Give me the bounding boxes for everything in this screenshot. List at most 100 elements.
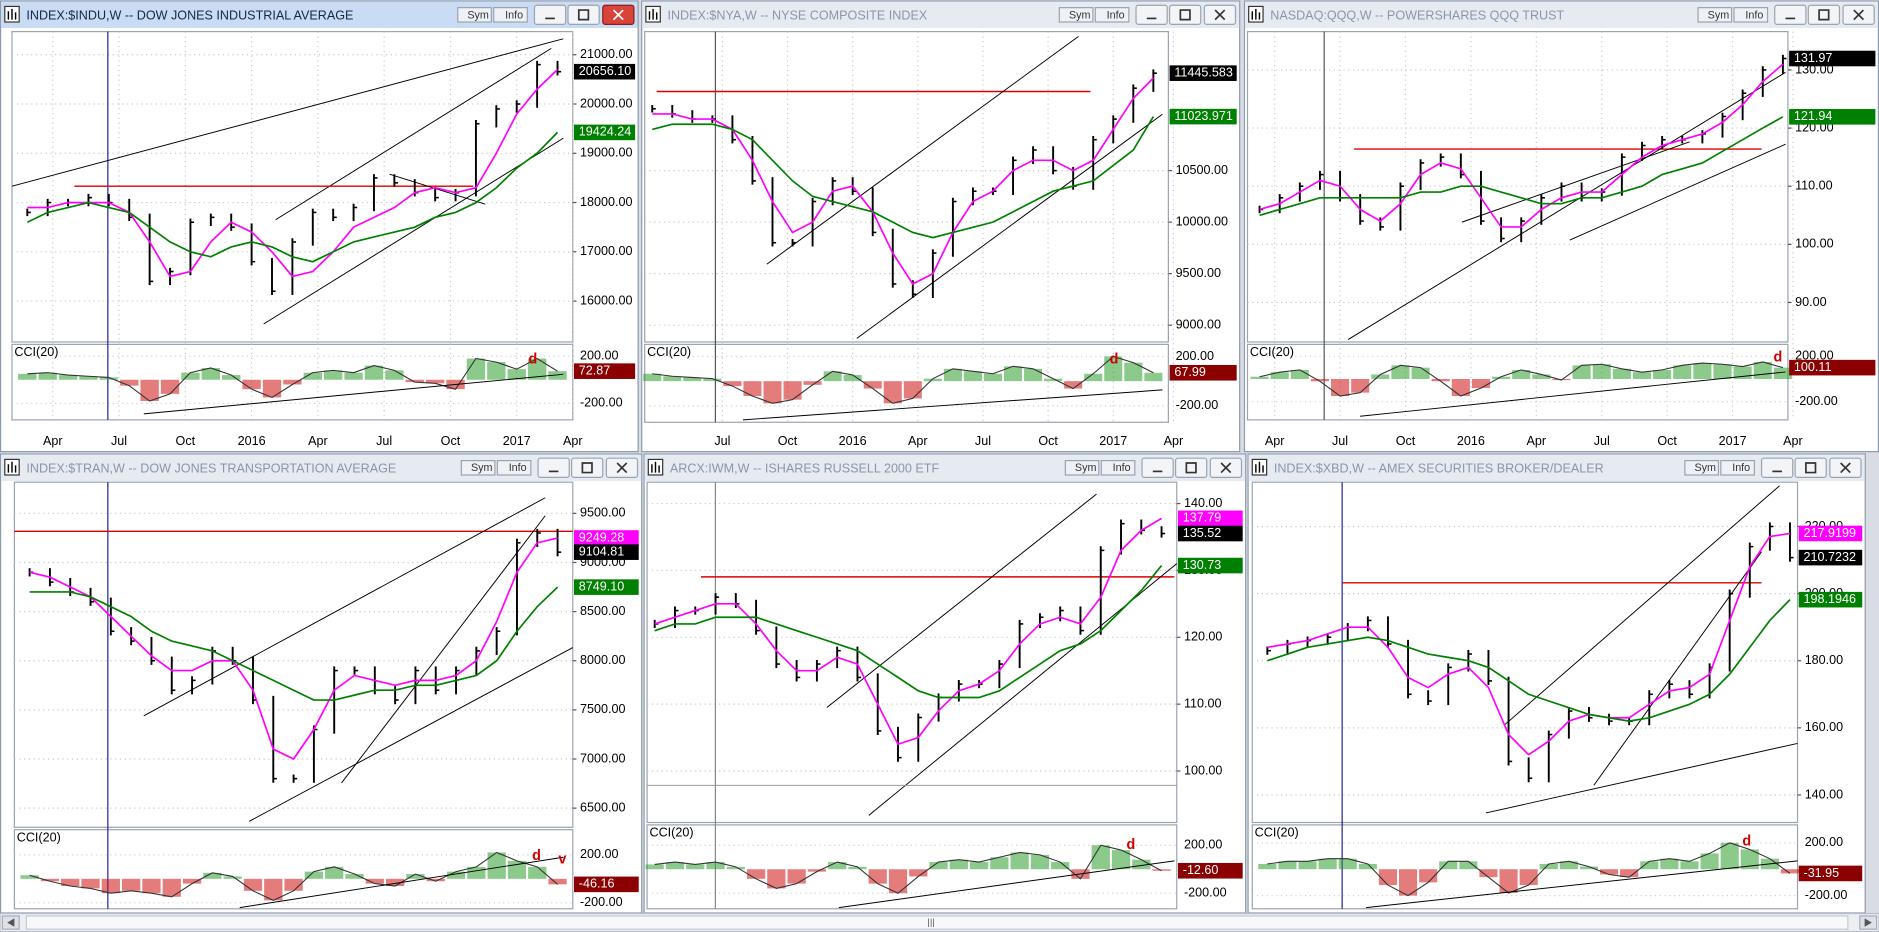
- minimize-button[interactable]: [1135, 4, 1168, 26]
- scrollbar[interactable]: |||: [0, 912, 1879, 932]
- chart-window[interactable]: ARCX:IWM,W -- ISHARES RUSSELL 2000 ETF Sy…: [643, 453, 1247, 914]
- chart-window[interactable]: NASDAQ:QQQ,W -- POWERSHARES QQQ TRUST Sym…: [1243, 0, 1879, 453]
- minimize-button[interactable]: [1774, 4, 1807, 26]
- cci-bar: [1579, 866, 1599, 870]
- cci-bar: [1132, 859, 1151, 870]
- toolbar-button[interactable]: [457, 7, 492, 23]
- cci-tag: [1789, 359, 1876, 376]
- minimize-button[interactable]: [533, 4, 567, 26]
- toolbar-button-label: Sym: [1708, 9, 1730, 21]
- scroll-grip: |||: [927, 917, 934, 928]
- toolbar-button[interactable]: [1058, 7, 1094, 23]
- cci-bar: [345, 874, 364, 879]
- x-tick-label: Apr: [908, 434, 928, 448]
- price-tag-label: 8749.10: [579, 579, 624, 593]
- window-icon-glyph: [648, 8, 658, 20]
- moving-average: [1267, 599, 1791, 722]
- price-tag: [574, 579, 639, 595]
- price-tag-label: 210.7232: [1804, 550, 1856, 564]
- cci-bar: [20, 875, 39, 879]
- toolbar-button[interactable]: [1064, 460, 1100, 476]
- x-tick-label: Apr: [1783, 434, 1803, 448]
- minimize-button[interactable]: [1141, 457, 1174, 478]
- x-tick-label: Apr: [43, 434, 63, 448]
- price-tag-label: 11445.583: [1174, 65, 1233, 79]
- maximize-button[interactable]: [1168, 4, 1202, 26]
- cci-tick-label: 200.00: [1184, 838, 1222, 852]
- toolbar-button[interactable]: [460, 460, 496, 476]
- cci-bar: [863, 381, 882, 389]
- toolbar-button[interactable]: [1697, 7, 1733, 23]
- cci-bar: [823, 371, 842, 382]
- chart-window[interactable]: INDEX:$TRAN,W -- DOW JONES TRANSPORTATIO…: [0, 453, 643, 914]
- cci-line: [652, 355, 1154, 404]
- cci-bar: [507, 369, 526, 380]
- toolbar-button[interactable]: [496, 460, 532, 476]
- x-tick-label: Oct: [778, 434, 798, 448]
- cci-pane: [1246, 343, 1789, 421]
- scroll-thumb[interactable]: [25, 915, 1849, 930]
- cci-line: [29, 851, 558, 901]
- arrow-left: [7, 918, 15, 927]
- cci-bar: [405, 379, 424, 383]
- toolbar-button[interactable]: [493, 7, 528, 23]
- maximize-button[interactable]: [567, 4, 600, 26]
- cci-bar: [1419, 869, 1438, 883]
- cci-bar: [1152, 869, 1171, 871]
- minimize-button[interactable]: [1760, 457, 1794, 478]
- cci-tag: [1177, 862, 1243, 879]
- cci-tag-label: -46.16: [579, 877, 615, 891]
- moving-average: [26, 131, 559, 263]
- price-tag: [1177, 525, 1243, 542]
- cci-label: CCI(20): [647, 345, 691, 359]
- trendline: [742, 389, 1163, 421]
- cci-bar: [1680, 861, 1699, 870]
- y-tick-label: 140.00: [1805, 787, 1843, 801]
- cci-bar: [1431, 378, 1450, 382]
- cci-tick-label: -200.00: [1795, 394, 1838, 408]
- cci-bar: [1399, 869, 1418, 896]
- toolbar-button[interactable]: [1720, 460, 1755, 476]
- toolbar-button[interactable]: [1684, 460, 1720, 476]
- maximize-button[interactable]: [1807, 4, 1841, 26]
- cci-bar: [1004, 366, 1023, 382]
- cci-bar: [264, 878, 283, 901]
- cci-bar: [385, 370, 404, 380]
- cci-bar: [548, 878, 567, 885]
- minimize-button[interactable]: [537, 457, 570, 478]
- y-tick-label: 18000.00: [580, 195, 632, 209]
- arrow-right: [1864, 918, 1872, 927]
- toolbar-button[interactable]: [1100, 460, 1136, 476]
- price-tag-label: 121.94: [1794, 109, 1832, 123]
- trendline: [239, 856, 564, 909]
- toolbar-button[interactable]: [1094, 7, 1130, 23]
- cci-bar: [990, 857, 1009, 870]
- chart-window[interactable]: INDEX:$NYA,W -- NYSE COMPOSITE INDEX Sym I…: [641, 0, 1241, 453]
- y-tick-label: 140.00: [1184, 496, 1222, 510]
- maximize-button[interactable]: [1794, 457, 1827, 478]
- cci-bar: [1371, 374, 1390, 379]
- y-tick-label: 110.00: [1184, 696, 1222, 710]
- maximize-button[interactable]: [571, 457, 604, 478]
- y-tick-label: 10500.00: [1176, 163, 1228, 177]
- toolbar-button[interactable]: [1733, 7, 1769, 23]
- cci-bar: [1144, 372, 1163, 382]
- button-glyph: [1220, 462, 1232, 474]
- trendline: [249, 647, 574, 822]
- price-tag: [574, 124, 636, 141]
- window-title: INDEX:$TRAN,W -- DOW JONES TRANSPORTATIO…: [26, 461, 396, 475]
- cci-bar: [182, 878, 202, 884]
- chart-window[interactable]: INDEX:$XBD,W -- AMEX SECURITIES BROKER/D…: [1247, 453, 1866, 914]
- price-tag: [1798, 591, 1863, 608]
- price-pane: [1251, 481, 1799, 824]
- price-tag: [574, 544, 639, 560]
- cci-bar: [929, 862, 948, 870]
- cci-bar: [1499, 869, 1518, 893]
- chart-window[interactable]: INDEX:$INDU,W -- DOW JONES INDUSTRIAL AV…: [0, 0, 639, 453]
- cci-annotation: d: [1742, 833, 1751, 849]
- maximize-button[interactable]: [1174, 457, 1208, 478]
- cci-bar: [122, 878, 141, 891]
- cci-bar: [1780, 869, 1800, 874]
- cci-bar: [1592, 364, 1611, 379]
- price-tag: [1169, 108, 1237, 125]
